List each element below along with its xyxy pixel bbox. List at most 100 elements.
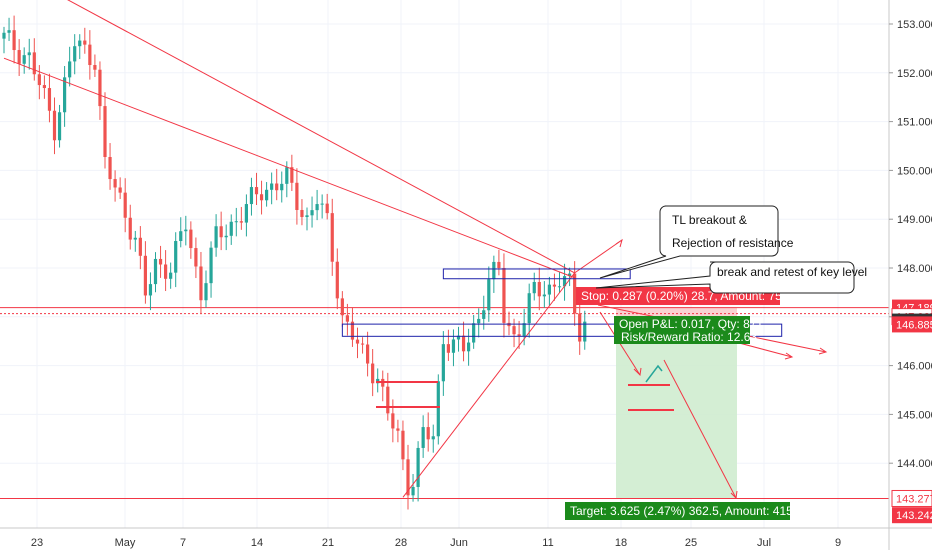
candle-body: [98, 69, 102, 107]
horizontal-levels: [0, 307, 889, 499]
candle-body: [209, 247, 213, 284]
candle-body: [249, 187, 254, 205]
candle-body: [47, 88, 52, 111]
candle-body: [32, 52, 36, 75]
candle-body: [265, 189, 269, 201]
candle-body: [487, 279, 491, 311]
candle-body: [290, 167, 294, 183]
candle-body: [234, 221, 238, 223]
candle-body: [158, 258, 163, 265]
candle-body: [12, 30, 16, 51]
candle-body: [461, 335, 466, 352]
candle-body: [244, 204, 248, 223]
key-zone: [341, 323, 783, 337]
candle-body: [239, 221, 243, 223]
candle-body: [88, 44, 92, 66]
candle-body: [164, 264, 168, 279]
candle-body: [542, 294, 546, 297]
candle-body: [517, 334, 521, 337]
x-tick-label: 9: [835, 537, 841, 549]
candle-body: [57, 112, 62, 141]
projection-arrowhead: [633, 367, 642, 377]
x-tick-label: 11: [542, 537, 553, 549]
projection-line: [663, 359, 737, 499]
candle-body: [108, 157, 112, 180]
x-tick-label: 28: [395, 537, 407, 549]
candle-body: [411, 486, 415, 496]
candle-body: [583, 321, 587, 342]
candle-body: [7, 30, 11, 33]
candle-body: [113, 179, 117, 188]
candle-body: [472, 323, 476, 343]
candle-body: [340, 298, 344, 316]
candle-body: [224, 235, 228, 238]
candle-body: [189, 229, 193, 249]
candle-body: [441, 344, 445, 382]
candle-body: [37, 74, 41, 86]
candle-body: [300, 209, 304, 218]
candle-body: [103, 106, 107, 158]
projection-arrowhead: [818, 347, 828, 355]
candle-body: [275, 183, 279, 191]
candle-body: [27, 52, 31, 56]
candle-body: [477, 318, 481, 324]
candle-body: [204, 283, 208, 301]
target-label: Target: 3.625 (2.47%) 362.5, Amount: 415…: [570, 504, 816, 518]
x-tick-label: 7: [180, 537, 186, 549]
candle-body: [557, 286, 562, 288]
candle-body: [396, 428, 400, 431]
price-badge: [892, 507, 932, 524]
projection-arrowhead: [730, 490, 738, 500]
callout-tl-breakout-line1: TL breakout &: [672, 213, 747, 227]
candle-body: [497, 261, 501, 269]
candle-body: [118, 187, 122, 193]
pnl-label-box: [614, 316, 750, 344]
x-tick-label: 23: [31, 537, 43, 549]
price-badge: [891, 489, 932, 507]
candle-body: [335, 261, 339, 299]
candle-body: [532, 281, 536, 294]
price-badge-label: 143.277: [896, 493, 932, 505]
candle-body: [148, 284, 153, 296]
candle-body: [194, 248, 198, 267]
candle-body: [305, 215, 309, 218]
candle-body: [199, 266, 203, 301]
x-tick-label: Jul: [757, 537, 771, 549]
candle-body: [467, 342, 471, 352]
candle-body: [421, 427, 425, 448]
candle-body: [436, 381, 440, 437]
candle-body: [573, 273, 577, 314]
candle-body: [153, 258, 158, 285]
x-tick-label: 18: [615, 537, 627, 549]
candle-body: [259, 194, 264, 201]
candle-body: [138, 237, 142, 256]
candle-body: [578, 313, 582, 342]
candle-body: [512, 326, 516, 335]
candle-body: [325, 203, 329, 214]
candle-body: [406, 459, 410, 496]
candle-body: [371, 363, 375, 384]
x-axis-ticks: 23 May 7 14 21 28 Jun 11 18 25 Jul 9: [31, 537, 841, 549]
candle-body: [254, 187, 259, 195]
candle-body: [310, 210, 314, 216]
y-tick-label: 150.000: [897, 165, 932, 177]
candle-body: [456, 335, 461, 340]
candle-body: [366, 344, 370, 364]
y-axis-ticks: 144.000145.000146.000147.000148.000149.0…: [889, 19, 932, 470]
candle-body: [52, 110, 57, 141]
trendline: [402, 272, 576, 498]
position-labels: Stop: 0.287 (0.20%) 28.7, Amount: 750.02…: [565, 287, 816, 520]
candle-body: [547, 284, 551, 295]
x-tick-label: May: [115, 537, 136, 549]
candle-body: [179, 231, 183, 242]
callout-break-retest: [595, 261, 855, 294]
y-tick-label: 152.000: [897, 68, 932, 80]
candle-body: [174, 241, 178, 273]
candle-body: [568, 273, 572, 277]
candle-body: [391, 413, 395, 429]
candle-body: [270, 183, 274, 190]
y-tick-label: 144.000: [897, 458, 932, 470]
x-tick-label: Jun: [450, 537, 468, 549]
callout-break-retest-text: break and retest of key level: [717, 265, 867, 279]
